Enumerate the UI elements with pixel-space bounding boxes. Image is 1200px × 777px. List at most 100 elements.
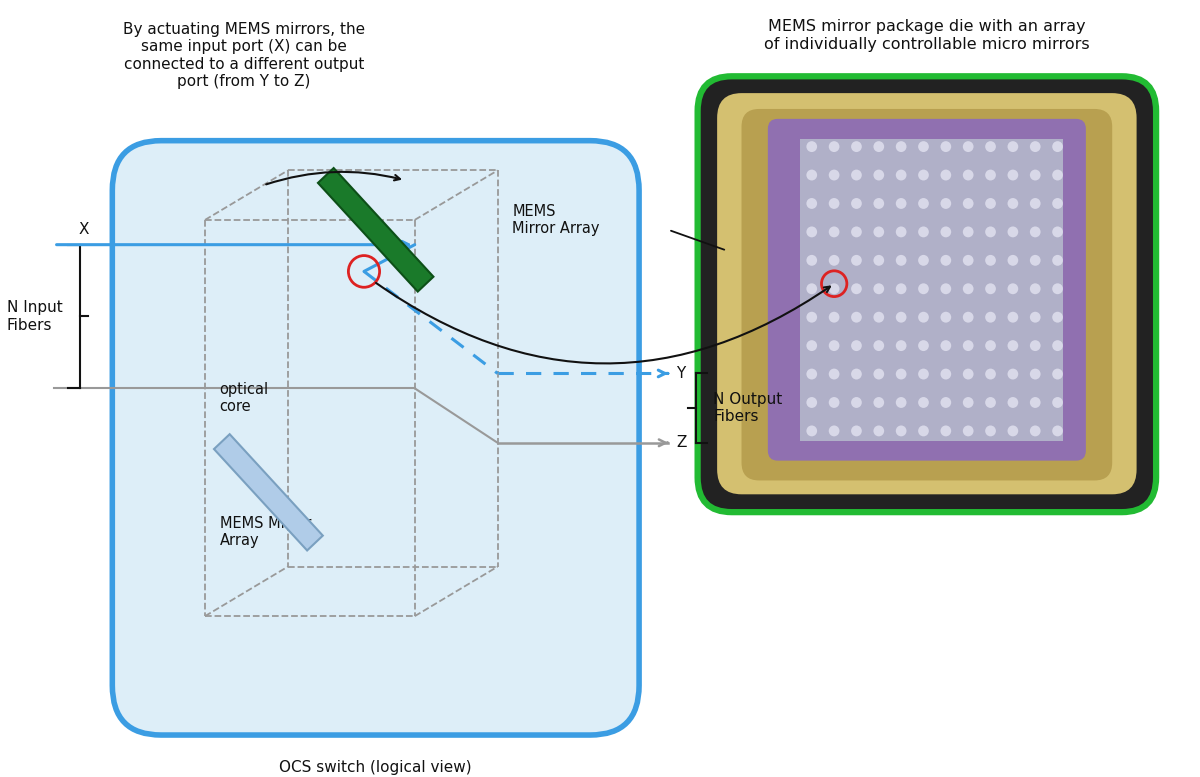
- Circle shape: [874, 198, 884, 209]
- Circle shape: [829, 340, 840, 351]
- Circle shape: [1030, 340, 1040, 351]
- Circle shape: [851, 169, 862, 180]
- Circle shape: [962, 284, 973, 294]
- Circle shape: [895, 340, 906, 351]
- Circle shape: [1030, 397, 1040, 408]
- Circle shape: [941, 397, 952, 408]
- Circle shape: [941, 141, 952, 152]
- Circle shape: [806, 312, 817, 322]
- Circle shape: [941, 169, 952, 180]
- Circle shape: [806, 255, 817, 266]
- Circle shape: [941, 198, 952, 209]
- Circle shape: [985, 340, 996, 351]
- Circle shape: [1008, 426, 1019, 437]
- Circle shape: [985, 141, 996, 152]
- Circle shape: [962, 368, 973, 379]
- Circle shape: [874, 397, 884, 408]
- Circle shape: [918, 340, 929, 351]
- Circle shape: [1030, 141, 1040, 152]
- Text: MEMS Mirror
Array: MEMS Mirror Array: [220, 516, 311, 548]
- Circle shape: [806, 340, 817, 351]
- Circle shape: [918, 255, 929, 266]
- Circle shape: [851, 141, 862, 152]
- Circle shape: [1030, 284, 1040, 294]
- Text: By actuating MEMS mirrors, the
same input port (X) can be
connected to a differe: By actuating MEMS mirrors, the same inpu…: [122, 22, 365, 89]
- Circle shape: [985, 284, 996, 294]
- Circle shape: [1052, 284, 1063, 294]
- FancyBboxPatch shape: [742, 109, 1112, 480]
- Circle shape: [895, 284, 906, 294]
- FancyBboxPatch shape: [800, 138, 1063, 441]
- Circle shape: [829, 312, 840, 322]
- Circle shape: [941, 426, 952, 437]
- Circle shape: [918, 426, 929, 437]
- Circle shape: [1030, 255, 1040, 266]
- Circle shape: [985, 426, 996, 437]
- Circle shape: [851, 312, 862, 322]
- Text: Z: Z: [676, 435, 686, 451]
- Circle shape: [941, 226, 952, 237]
- Circle shape: [962, 397, 973, 408]
- Circle shape: [985, 397, 996, 408]
- Circle shape: [985, 312, 996, 322]
- Text: N Input
Fibers: N Input Fibers: [7, 300, 62, 333]
- Circle shape: [806, 226, 817, 237]
- Circle shape: [1008, 141, 1019, 152]
- Circle shape: [829, 397, 840, 408]
- Circle shape: [1030, 198, 1040, 209]
- Circle shape: [895, 255, 906, 266]
- Circle shape: [895, 226, 906, 237]
- Circle shape: [829, 255, 840, 266]
- Circle shape: [941, 368, 952, 379]
- Circle shape: [806, 284, 817, 294]
- Circle shape: [962, 226, 973, 237]
- Circle shape: [985, 368, 996, 379]
- Polygon shape: [214, 434, 323, 550]
- Circle shape: [874, 312, 884, 322]
- Circle shape: [851, 226, 862, 237]
- Circle shape: [918, 397, 929, 408]
- Circle shape: [918, 368, 929, 379]
- FancyBboxPatch shape: [768, 119, 1086, 461]
- Circle shape: [1052, 141, 1063, 152]
- Circle shape: [874, 368, 884, 379]
- Circle shape: [1052, 340, 1063, 351]
- Circle shape: [1008, 397, 1019, 408]
- Circle shape: [1030, 312, 1040, 322]
- Circle shape: [829, 284, 840, 294]
- Circle shape: [851, 397, 862, 408]
- Circle shape: [895, 368, 906, 379]
- Circle shape: [941, 284, 952, 294]
- Circle shape: [962, 141, 973, 152]
- Circle shape: [962, 198, 973, 209]
- Circle shape: [1008, 255, 1019, 266]
- Text: OCS switch (logical view): OCS switch (logical view): [280, 760, 472, 775]
- Circle shape: [829, 141, 840, 152]
- Circle shape: [1008, 169, 1019, 180]
- Circle shape: [895, 397, 906, 408]
- Circle shape: [829, 198, 840, 209]
- Circle shape: [851, 255, 862, 266]
- Circle shape: [874, 141, 884, 152]
- Circle shape: [851, 284, 862, 294]
- Circle shape: [829, 368, 840, 379]
- Circle shape: [1052, 226, 1063, 237]
- Circle shape: [895, 141, 906, 152]
- Circle shape: [874, 284, 884, 294]
- FancyBboxPatch shape: [718, 93, 1136, 494]
- Circle shape: [1030, 226, 1040, 237]
- Circle shape: [1052, 368, 1063, 379]
- Circle shape: [1008, 226, 1019, 237]
- Circle shape: [1030, 169, 1040, 180]
- Circle shape: [851, 426, 862, 437]
- Circle shape: [806, 397, 817, 408]
- Circle shape: [1030, 368, 1040, 379]
- Circle shape: [895, 312, 906, 322]
- Circle shape: [962, 426, 973, 437]
- Circle shape: [806, 426, 817, 437]
- Circle shape: [851, 198, 862, 209]
- Circle shape: [985, 226, 996, 237]
- Circle shape: [806, 141, 817, 152]
- FancyBboxPatch shape: [697, 76, 1156, 512]
- Polygon shape: [318, 168, 433, 291]
